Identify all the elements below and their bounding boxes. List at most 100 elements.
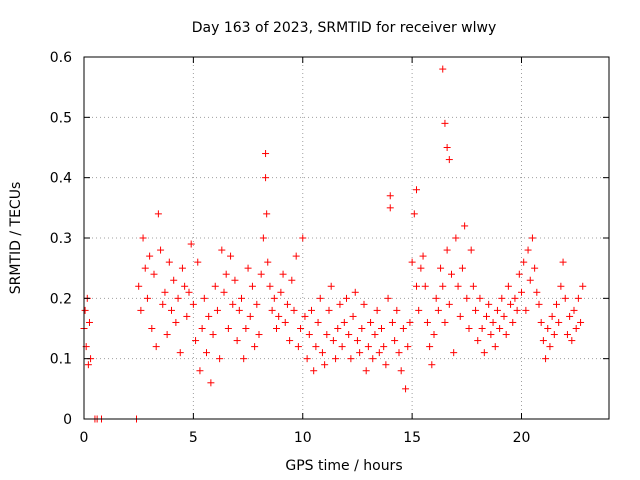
data-point: [566, 313, 573, 320]
data-point: [463, 295, 470, 302]
x-tick-label: 0: [80, 430, 89, 446]
data-point: [347, 355, 354, 362]
data-point: [201, 295, 208, 302]
data-point: [144, 295, 151, 302]
data-point: [553, 301, 560, 308]
data-point: [406, 319, 413, 326]
data-point: [172, 319, 179, 326]
data-point: [249, 283, 256, 290]
data-point: [511, 295, 518, 302]
y-tick-label: 0.6: [50, 50, 72, 66]
data-point: [151, 271, 158, 278]
data-point: [420, 253, 427, 260]
data-point: [439, 66, 446, 73]
data-point: [466, 325, 473, 332]
data-point: [544, 325, 551, 332]
data-point: [365, 343, 372, 350]
data-point: [476, 295, 483, 302]
data-point: [433, 295, 440, 302]
data-point: [161, 289, 168, 296]
data-point: [82, 307, 89, 314]
data-point: [262, 174, 269, 181]
data-point: [402, 385, 409, 392]
data-point: [170, 277, 177, 284]
data-point: [205, 313, 212, 320]
data-point: [157, 247, 164, 254]
data-point: [527, 277, 534, 284]
y-axis-title: SRMTID / TECUs: [8, 182, 24, 295]
data-point: [336, 301, 343, 308]
data-point: [242, 325, 249, 332]
data-point: [435, 307, 442, 314]
data-point: [339, 343, 346, 350]
data-point: [207, 379, 214, 386]
data-point: [275, 313, 282, 320]
data-point: [271, 295, 278, 302]
data-point: [457, 313, 464, 320]
data-point: [231, 277, 238, 284]
srmtid-scatter-chart: Day 163 of 2023, SRMTID for receiver wlw…: [0, 0, 640, 480]
data-point: [328, 283, 335, 290]
data-point: [448, 271, 455, 278]
data-point: [474, 337, 481, 344]
data-point: [352, 289, 359, 296]
data-point: [216, 355, 223, 362]
data-point: [345, 331, 352, 338]
data-point: [444, 247, 451, 254]
data-point: [288, 277, 295, 284]
data-point: [280, 271, 287, 278]
data-point: [192, 337, 199, 344]
data-point: [321, 361, 328, 368]
data-point: [459, 265, 466, 272]
data-point: [166, 259, 173, 266]
data-point: [468, 247, 475, 254]
data-point: [210, 331, 217, 338]
data-point: [247, 313, 254, 320]
data-point: [238, 295, 245, 302]
data-point: [251, 343, 258, 350]
data-point: [334, 325, 341, 332]
x-tick-label: 15: [403, 430, 421, 446]
data-point: [536, 301, 543, 308]
data-point: [520, 259, 527, 266]
data-point: [286, 337, 293, 344]
data-point: [140, 235, 147, 242]
data-point: [310, 367, 317, 374]
data-point: [455, 283, 462, 290]
data-point: [426, 343, 433, 350]
data-point: [564, 331, 571, 338]
data-point: [194, 259, 201, 266]
data-point: [452, 235, 459, 242]
data-point: [441, 120, 448, 127]
data-point: [181, 283, 188, 290]
data-point: [393, 307, 400, 314]
data-point: [450, 349, 457, 356]
data-point: [199, 325, 206, 332]
data-point: [540, 337, 547, 344]
data-point: [183, 313, 190, 320]
data-point: [317, 295, 324, 302]
data-point: [522, 307, 529, 314]
data-point: [227, 253, 234, 260]
data-point: [396, 349, 403, 356]
data-point: [446, 301, 453, 308]
data-point: [444, 144, 451, 151]
data-point: [326, 307, 333, 314]
data-point: [223, 271, 230, 278]
data-point: [177, 349, 184, 356]
data-point: [341, 319, 348, 326]
data-point: [361, 301, 368, 308]
data-point: [196, 367, 203, 374]
data-point: [240, 355, 247, 362]
data-point: [142, 265, 149, 272]
y-tick-label: 0.3: [50, 231, 72, 247]
data-point: [507, 301, 514, 308]
data-point: [179, 265, 186, 272]
data-point: [284, 301, 291, 308]
data-point: [560, 259, 567, 266]
data-point: [376, 349, 383, 356]
x-tick-label: 20: [513, 430, 531, 446]
data-point: [413, 186, 420, 193]
data-point: [492, 343, 499, 350]
data-point: [371, 331, 378, 338]
